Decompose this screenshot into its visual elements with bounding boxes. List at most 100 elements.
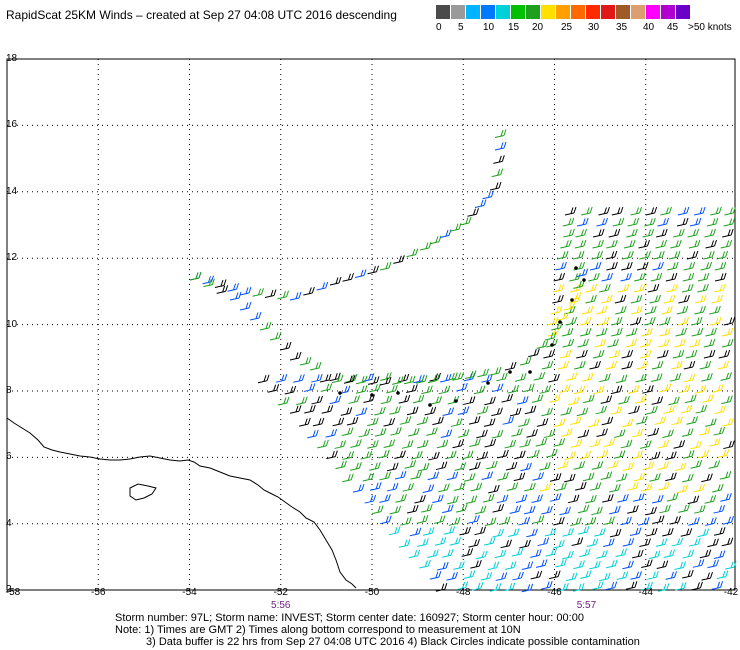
wind-barb bbox=[716, 250, 729, 260]
wind-barb bbox=[570, 517, 582, 527]
wind-barb bbox=[352, 483, 365, 493]
wind-barb bbox=[686, 250, 699, 260]
wind-barb bbox=[269, 331, 282, 341]
wind-barb bbox=[682, 569, 694, 579]
wind-barb bbox=[457, 406, 470, 415]
wind-barb bbox=[509, 505, 522, 514]
wind-barb bbox=[452, 439, 464, 449]
wind-barb bbox=[652, 515, 665, 524]
wind-barb bbox=[406, 504, 419, 514]
wind-barb bbox=[502, 416, 515, 425]
wind-barb bbox=[424, 406, 437, 416]
wind-barb bbox=[520, 462, 532, 472]
wind-barb bbox=[663, 549, 676, 558]
wind-barb bbox=[427, 374, 440, 384]
wind-barb bbox=[716, 570, 729, 580]
wind-barb bbox=[551, 321, 563, 331]
wind-barb bbox=[570, 416, 582, 425]
wind-barb bbox=[488, 484, 500, 494]
wind-barb bbox=[666, 283, 678, 293]
wind-barb bbox=[705, 517, 717, 526]
wind-barb bbox=[697, 449, 710, 459]
wind-barb bbox=[523, 383, 535, 393]
wind-barb bbox=[516, 396, 529, 405]
wind-barb bbox=[550, 305, 563, 315]
wind-barb bbox=[574, 239, 587, 249]
wind-barb bbox=[678, 294, 690, 304]
wind-barb bbox=[414, 494, 426, 504]
wind-barb bbox=[574, 360, 586, 370]
wind-barb bbox=[694, 294, 707, 304]
wind-barb bbox=[535, 559, 548, 568]
wind-barb bbox=[676, 217, 689, 227]
wind-barb bbox=[342, 451, 355, 460]
wind-barb bbox=[518, 516, 531, 526]
wind-barb bbox=[398, 539, 411, 548]
wind-barb bbox=[710, 206, 722, 216]
wind-barb bbox=[707, 538, 719, 548]
wind-barb bbox=[697, 283, 709, 293]
wind-barb bbox=[683, 373, 696, 383]
wind-barb bbox=[703, 338, 716, 348]
wind-barb bbox=[690, 316, 703, 326]
wind-barb bbox=[494, 549, 507, 559]
wind-barb bbox=[646, 405, 658, 415]
wind-barb bbox=[603, 438, 616, 448]
wind-barb bbox=[370, 482, 382, 491]
wind-barb bbox=[705, 239, 717, 249]
wind-barb bbox=[267, 384, 280, 393]
wind-barb bbox=[403, 375, 416, 385]
wind-barb bbox=[325, 428, 338, 438]
wind-barb bbox=[723, 217, 736, 227]
wind-barb bbox=[355, 375, 368, 385]
wind-barb bbox=[311, 373, 323, 383]
wind-barb bbox=[701, 473, 713, 483]
wind-barb bbox=[494, 141, 507, 151]
wind-barb bbox=[625, 581, 638, 590]
wind-barb bbox=[452, 372, 464, 381]
wind-barb bbox=[433, 515, 446, 524]
wind-barb bbox=[406, 248, 419, 258]
wind-barb bbox=[316, 281, 329, 291]
wind-barb bbox=[648, 451, 661, 461]
wind-barb bbox=[596, 449, 609, 459]
wind-barb bbox=[544, 331, 557, 341]
wind-barb bbox=[689, 537, 701, 547]
wind-barb bbox=[537, 537, 550, 547]
wind-barb bbox=[539, 483, 552, 492]
wind-barb bbox=[470, 482, 483, 492]
wind-barb bbox=[573, 261, 585, 271]
wind-barb bbox=[249, 311, 262, 321]
wind-barb bbox=[616, 571, 629, 580]
wind-barb bbox=[484, 396, 496, 406]
wind-barb bbox=[553, 539, 565, 549]
lat-tick-label: 8 bbox=[6, 385, 12, 396]
wind-barb bbox=[549, 570, 561, 580]
wind-barb bbox=[409, 527, 422, 537]
wind-barb bbox=[670, 239, 682, 249]
wind-barb bbox=[641, 327, 653, 337]
wind-barb bbox=[663, 405, 676, 414]
wind-barb bbox=[483, 418, 496, 427]
wind-barb bbox=[417, 538, 429, 547]
wind-barb bbox=[659, 383, 672, 393]
wind-barb bbox=[257, 374, 270, 384]
wind-barb bbox=[567, 494, 580, 504]
wind-barb bbox=[667, 261, 679, 271]
wind-barb bbox=[421, 503, 433, 513]
lat-tick-label: 16 bbox=[6, 119, 18, 131]
wind-barb bbox=[647, 427, 660, 437]
wind-barb bbox=[411, 450, 423, 460]
wind-barb bbox=[722, 417, 734, 427]
wind-barb bbox=[577, 525, 590, 535]
wind-barb bbox=[553, 438, 566, 447]
wind-barb bbox=[622, 462, 635, 472]
wind-barb bbox=[622, 250, 634, 260]
wind-barb bbox=[564, 206, 577, 216]
wind-barb bbox=[553, 516, 565, 526]
wind-barb bbox=[293, 374, 305, 383]
wind-barb bbox=[511, 428, 523, 437]
wind-barb bbox=[669, 515, 681, 525]
wind-barb bbox=[394, 470, 407, 480]
wind-barb bbox=[491, 383, 504, 393]
